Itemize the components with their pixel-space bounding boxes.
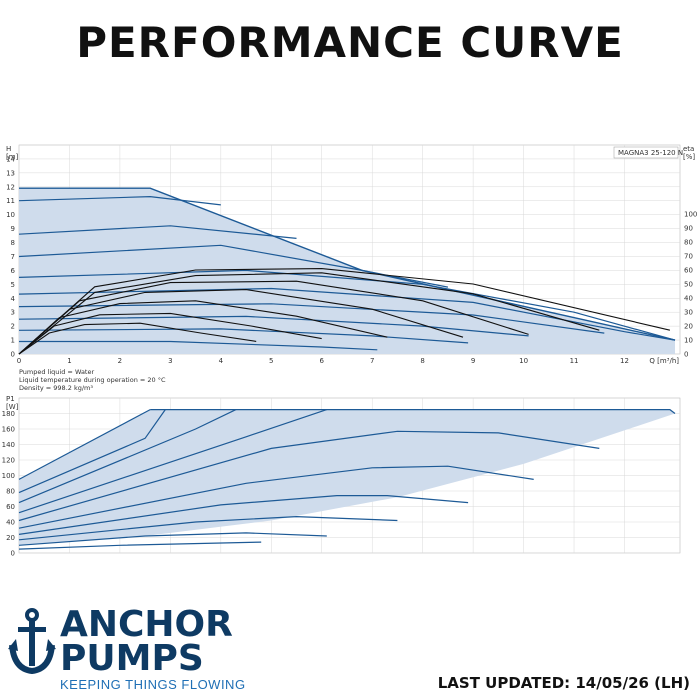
legend-label: MAGNA3 25-120 N [618,149,683,157]
power-y-tick-label: 60 [6,503,15,511]
head-axis-label: H [6,145,11,153]
power-curve-p1 [18,409,151,480]
head-axis-unit: [m] [6,153,19,161]
head-curve-h9 [19,340,378,351]
head-y-tick-label: 11 [6,197,15,205]
page-title: PERFORMANCE CURVE [76,18,624,67]
power-curve-p10 [18,541,262,550]
power-curve-p6 [18,465,534,529]
head-y-tick-label: 2 [11,323,15,331]
head-y-tick-label: 7 [11,253,15,261]
head-y-tick-label: 8 [11,239,15,247]
head-curve-h3 [18,244,449,288]
eta-y-tick-label: 70 [684,253,693,261]
power-y-tick-label: 20 [6,534,15,542]
power-y-tick-label: 80 [6,488,15,496]
eta-y-tick-label: 90 [684,225,693,233]
head-y-tick-label: 10 [6,211,15,219]
eta-y-tick-label: 50 [684,281,693,289]
efficiency-curve-e1 [18,268,671,355]
brand-logo: ANCHOR PUMPS KEEPING THINGS FLOWING [8,605,258,695]
efficiency-curve-e7 [18,322,257,355]
eta-axis-label: eta [683,145,694,153]
head-curve-h5 [18,287,676,341]
head-curve-h4 [18,269,676,341]
legend-box [613,146,679,159]
head-y-tick-label: 6 [11,267,16,275]
power-y-tick-label: 0 [11,550,15,558]
eta-y-tick-label: 20 [684,323,693,331]
head-y-tick-label: 3 [11,309,15,317]
head-max-curve [19,187,676,341]
power-y-tick-label: 160 [2,426,15,434]
head-curve-h7 [18,315,529,337]
eta-axis-unit: [%] [683,153,695,161]
efficiency-curve-e2 [18,272,600,355]
head-y-tick-label: 14 [6,155,15,163]
chart-note: Liquid temperature during operation = 20… [19,376,166,384]
chart-note: Density = 998.2 kg/m³ [19,384,93,392]
power-curve-pmax [150,409,676,414]
head-y-tick-label: 0 [11,351,15,359]
eta-y-tick-label: 60 [684,267,693,275]
eta-y-tick-label: 10 [684,337,693,345]
power-y-tick-label: 120 [2,457,15,465]
power-curve-p2 [18,409,166,494]
power-y-tick-label: 140 [2,441,15,449]
power-axis-unit: [W] [6,403,19,411]
power-curve-p3 [18,409,237,504]
power-curve-p4 [18,409,327,514]
head-y-tick-label: 5 [11,281,15,289]
power-axis-label: P1 [6,395,15,403]
x-tick-label: 2 [118,357,122,365]
eta-y-tick-label: 30 [684,309,693,317]
head-curve-h2 [18,225,297,239]
efficiency-curve-e6 [18,312,322,355]
power-y-tick-label: 100 [2,472,15,480]
power-y-tick-label: 180 [2,410,15,418]
head-y-tick-label: 9 [11,225,15,233]
efficiency-curve-e5 [18,300,388,355]
eta-y-tick-label: 0 [684,351,688,359]
anchor-icon [8,608,56,675]
x-tick-label: 11 [570,357,579,365]
eta-y-tick-label: 80 [684,239,693,247]
power-envelope-area [19,409,675,546]
eta-y-tick-label: 40 [684,295,693,303]
x-tick-label: 12 [620,357,629,365]
last-updated: LAST UPDATED: 14/05/26 (LH) [437,674,690,692]
head-y-tick-label: 1 [11,337,15,345]
x-tick-label: 8 [420,357,424,365]
head-curve-h8 [18,328,469,344]
brand-word-2: PUMPS [60,638,204,679]
x-tick-label: 7 [370,357,374,365]
brand-tagline: KEEPING THINGS FLOWING [60,677,246,692]
power-curve-p9 [18,532,327,546]
eta-y-tick-label: 100 [684,211,697,219]
x-tick-label: 1 [67,357,71,365]
x-tick-label: 3 [168,357,172,365]
x-tick-label: 4 [219,357,224,365]
chart-note: Pumped liquid = Water [19,368,94,376]
head-y-tick-label: 13 [6,169,15,177]
head-y-tick-label: 4 [11,295,16,303]
power-curve-p5 [18,430,600,522]
head-curve-h1 [18,195,221,206]
x-axis-label: Q [m³/h] [649,357,679,365]
x-tick-label: 6 [320,357,325,365]
x-tick-label: 0 [17,357,21,365]
x-tick-label: 5 [269,357,273,365]
head-y-tick-label: 12 [6,183,15,191]
power-y-tick-label: 40 [6,519,15,527]
power-curve-p8 [18,515,398,541]
brand-word-1: ANCHOR [60,604,233,645]
x-tick-label: 10 [519,357,528,365]
power-curve-p7 [18,495,469,535]
x-tick-label: 9 [471,357,475,365]
